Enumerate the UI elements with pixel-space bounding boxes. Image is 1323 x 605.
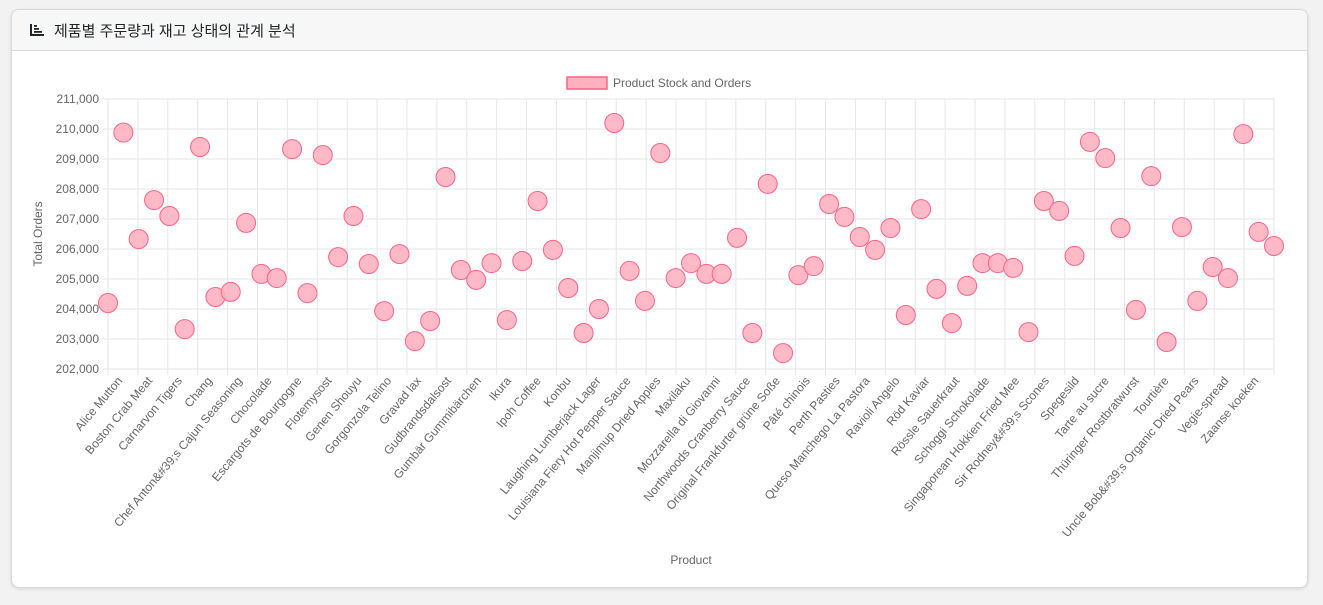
card-title: 제품별 주문량과 재고 상태의 관계 분석 [54,22,296,40]
data-point[interactable] [328,247,349,268]
data-point[interactable] [190,137,211,157]
data-point[interactable] [849,227,870,247]
data-point[interactable] [558,278,579,298]
y-tick-label: 207,000 [56,212,100,226]
data-point[interactable] [113,122,134,143]
data-point[interactable] [236,212,257,233]
data-point[interactable] [159,206,180,226]
data-point[interactable] [128,229,149,250]
data-point[interactable] [1064,245,1085,266]
data-point[interactable] [1141,166,1162,187]
data-point[interactable] [634,290,655,311]
data-point[interactable] [926,278,947,299]
data-point[interactable] [604,113,625,133]
data-point[interactable] [1217,268,1238,289]
data-point[interactable] [266,268,287,289]
bar-chart-icon [28,21,46,39]
data-point[interactable] [98,293,118,313]
data-point[interactable] [358,254,379,274]
data-point[interactable] [389,244,410,265]
legend-label[interactable]: Product Stock and Orders [613,76,751,90]
scatter-chart: 202,000 203,000 204,000 205,000 206,000 207,0… [31,76,1284,567]
data-point[interactable] [420,311,441,331]
data-point[interactable] [880,218,901,238]
data-point[interactable] [343,206,364,226]
data-point[interactable] [773,343,794,364]
data-point[interactable] [803,256,824,277]
data-point[interactable] [1018,322,1039,343]
y-tick-label: 211,000 [57,92,100,106]
data-point[interactable] [481,253,502,274]
chart-card: 제품별 주문량과 재고 상태의 관계 분석 202,000 203,000 204,… [11,9,1308,588]
data-point[interactable] [665,268,686,289]
legend-swatch [566,76,608,90]
data-point[interactable] [895,305,916,325]
data-point[interactable] [312,145,333,166]
data-point[interactable] [1003,257,1024,278]
data-point[interactable] [542,239,563,260]
data-point[interactable] [404,331,425,352]
data-point[interactable] [1171,217,1192,238]
data-point[interactable] [220,281,241,302]
card-header: 제품별 주문량과 재고 상태의 관계 분석 [12,10,1307,51]
y-tick-label: 209,000 [56,152,100,166]
data-point[interactable] [450,260,471,280]
data-point[interactable] [941,313,962,334]
y-tick-label: 204,000 [56,302,100,316]
data-point[interactable] [435,167,456,187]
data-point[interactable] [1033,191,1054,211]
data-point[interactable] [727,227,748,248]
data-point[interactable] [865,239,886,260]
data-point[interactable] [1049,200,1070,221]
y-tick-label: 206,000 [56,242,100,256]
data-point[interactable] [1095,148,1116,169]
x-tick-label: Ikura [486,374,514,404]
data-point[interactable] [1156,332,1177,352]
data-point[interactable] [650,143,671,163]
data-point[interactable] [282,139,303,160]
data-point[interactable] [374,301,395,322]
data-point[interactable] [144,190,165,211]
x-axis-title: Product [670,553,712,567]
data-point[interactable] [496,310,517,331]
data-point[interactable] [788,265,809,286]
data-point[interactable] [757,173,778,194]
data-point[interactable] [1110,218,1131,238]
data-point[interactable] [711,263,732,284]
y-tick-label: 202,000 [56,362,100,376]
y-tick-label: 208,000 [56,182,100,196]
data-point[interactable] [466,269,487,290]
data-point[interactable] [573,323,594,343]
data-point[interactable] [1187,290,1208,311]
data-point[interactable] [297,283,318,304]
data-point[interactable] [1233,124,1254,145]
data-point[interactable] [1248,221,1269,242]
data-point[interactable] [742,323,763,343]
data-point[interactable] [819,194,840,214]
data-point[interactable] [512,251,533,271]
data-point[interactable] [174,319,195,340]
data-point[interactable] [957,275,978,296]
data-point[interactable] [681,253,701,274]
data-point[interactable] [1202,257,1223,277]
data-point[interactable] [619,260,640,281]
y-tick-label: 203,000 [56,332,100,346]
data-point[interactable] [1125,299,1146,320]
data-point[interactable] [588,299,609,319]
y-axis-title: Total Orders [31,201,45,266]
data-point[interactable] [527,191,548,211]
y-tick-label: 210,000 [56,122,100,136]
y-tick-label: 205,000 [56,272,100,286]
data-point[interactable] [911,199,932,220]
data-point[interactable] [1079,131,1100,152]
data-point[interactable] [834,206,855,227]
data-point[interactable] [1264,236,1284,256]
